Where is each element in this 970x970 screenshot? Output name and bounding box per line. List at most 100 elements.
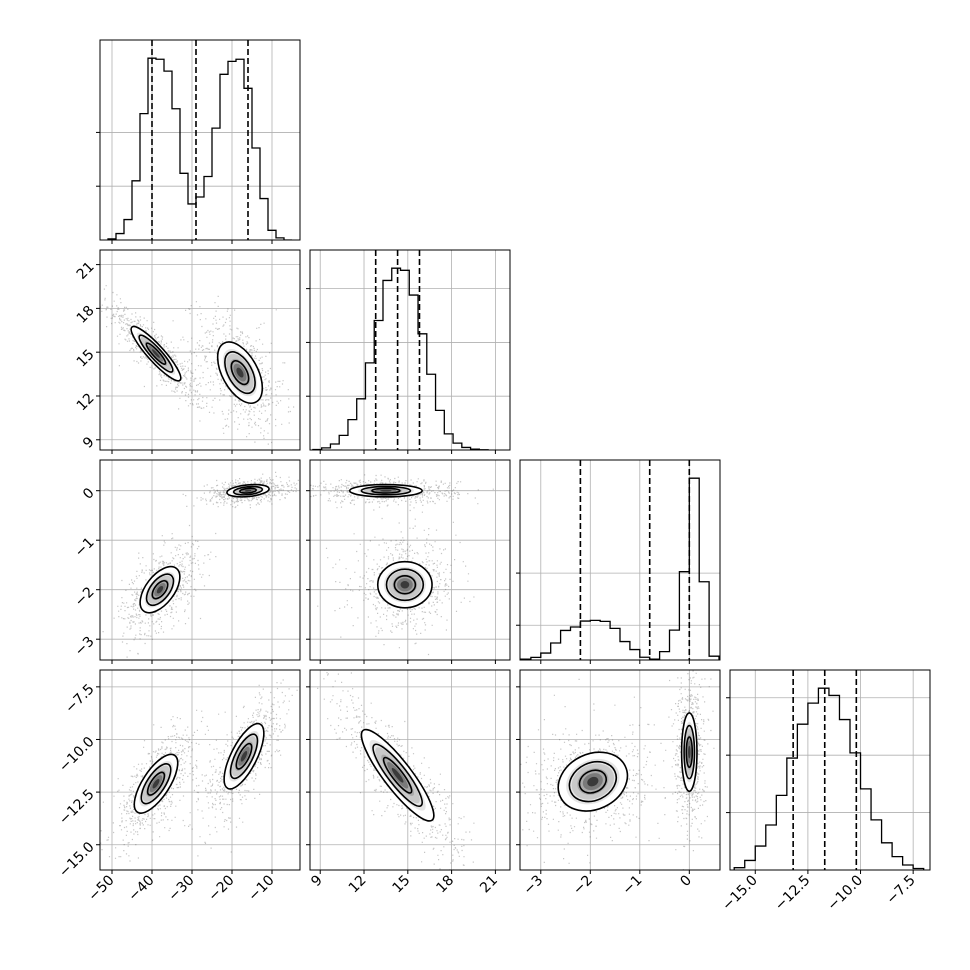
y-tick-label: −3 bbox=[72, 634, 98, 660]
x-tick-label: −30 bbox=[165, 872, 197, 904]
x-tick-label: 21 bbox=[477, 872, 501, 896]
contour-line bbox=[685, 736, 694, 769]
x-tick-label: −1 bbox=[620, 872, 646, 898]
scatter-points bbox=[100, 285, 295, 445]
scatter-cloud bbox=[100, 285, 295, 445]
contour-line bbox=[223, 722, 265, 790]
histogram-step-2 bbox=[520, 477, 720, 660]
x-tick-label: −10.0 bbox=[825, 872, 867, 914]
contour-line bbox=[360, 728, 435, 822]
contour-line bbox=[239, 487, 257, 494]
joint-frame bbox=[309, 669, 511, 871]
x-tick-label: −12.5 bbox=[772, 872, 814, 914]
x-tick-label: 18 bbox=[433, 872, 457, 896]
contour-line bbox=[235, 742, 253, 770]
contour-line bbox=[145, 573, 175, 607]
x-tick-label: −2 bbox=[570, 872, 596, 898]
y-tick-label: −1 bbox=[72, 535, 98, 561]
contour-line bbox=[393, 575, 417, 595]
x-tick-label: 0 bbox=[677, 872, 695, 890]
y-tick-label: 15 bbox=[74, 347, 98, 371]
contour-line bbox=[360, 485, 412, 496]
scatter-cloud bbox=[310, 474, 494, 656]
y-tick-label: 0 bbox=[80, 485, 98, 503]
contour-line bbox=[133, 753, 179, 814]
x-tick-label: −7.5 bbox=[883, 872, 918, 907]
y-tick-label: 18 bbox=[74, 303, 98, 327]
density-fill bbox=[152, 778, 160, 789]
histogram-panel-1 bbox=[306, 249, 511, 454]
contour-line bbox=[230, 359, 250, 386]
joint-frame bbox=[99, 669, 301, 871]
contour-line bbox=[376, 560, 433, 609]
y-tick-label: 21 bbox=[74, 259, 98, 283]
density-fill bbox=[236, 367, 244, 378]
contour-line bbox=[226, 483, 270, 498]
density-fill bbox=[587, 776, 599, 787]
y-tick-label: −15.0 bbox=[56, 839, 98, 881]
histogram-panel-3: −15.0 −12.5 −10.0 −7.5 bbox=[719, 669, 931, 914]
joint-panel-2-3: −3 −2 −1 0 bbox=[516, 669, 721, 898]
scatter-points bbox=[102, 471, 300, 658]
joint-frame bbox=[99, 249, 301, 451]
contour-line bbox=[683, 724, 696, 780]
contour-line bbox=[557, 751, 629, 812]
contour-line bbox=[130, 325, 182, 382]
y-tick-label: −2 bbox=[72, 584, 98, 610]
x-tick-label: −3 bbox=[521, 872, 547, 898]
density-fill bbox=[240, 751, 248, 762]
contour-line bbox=[372, 743, 423, 808]
density-fill bbox=[688, 745, 691, 759]
scatter-points bbox=[310, 474, 494, 656]
scatter-cloud bbox=[100, 679, 298, 862]
scatter-cloud bbox=[102, 471, 300, 658]
y-tick-label: −12.5 bbox=[56, 786, 98, 828]
contour-line bbox=[138, 334, 174, 373]
contour-line bbox=[568, 760, 618, 803]
histogram-frame bbox=[99, 39, 301, 241]
histogram-panel-2 bbox=[516, 459, 721, 664]
density-fill bbox=[151, 349, 160, 359]
histogram-step-1 bbox=[312, 267, 489, 450]
contour-line bbox=[348, 483, 423, 498]
x-tick-label: 9 bbox=[308, 872, 326, 890]
contour-line bbox=[139, 565, 181, 614]
contour-line bbox=[224, 351, 256, 395]
density-fill bbox=[400, 581, 410, 589]
x-tick-label: −20 bbox=[205, 872, 237, 904]
contour-line bbox=[229, 733, 259, 780]
joint-panel-1-2 bbox=[306, 459, 511, 664]
y-tick-label: 12 bbox=[74, 390, 98, 414]
y-tick-label: −7.5 bbox=[62, 681, 97, 716]
x-tick-label: −15.0 bbox=[719, 872, 761, 914]
density-fill bbox=[391, 767, 404, 783]
density-fill bbox=[380, 489, 392, 492]
joint-panel-0-3: −50 −40 −30 −20 −10 −15.0 −12.5 −10.0 −7.5 bbox=[56, 669, 301, 905]
contour-line bbox=[140, 763, 172, 805]
x-tick-label: −10 bbox=[245, 872, 277, 904]
joint-frame bbox=[99, 459, 301, 661]
histogram-frame bbox=[729, 669, 931, 871]
scatter-points bbox=[100, 679, 298, 862]
density-fill bbox=[156, 585, 164, 594]
contour-line bbox=[371, 487, 401, 494]
x-tick-label: −50 bbox=[85, 872, 117, 904]
joint-frame bbox=[309, 459, 511, 661]
x-tick-label: 12 bbox=[346, 872, 370, 896]
y-tick-label: 9 bbox=[80, 434, 98, 452]
histogram-step-3 bbox=[733, 687, 925, 870]
histogram-frame bbox=[309, 249, 511, 451]
histogram-frame bbox=[519, 459, 721, 661]
histogram-panel-0 bbox=[96, 39, 301, 244]
contour-line bbox=[216, 341, 264, 404]
contour-line bbox=[385, 568, 425, 602]
contour-line bbox=[578, 769, 608, 794]
joint-panel-1-3: 9 12 15 18 21 bbox=[306, 669, 511, 896]
joint-panel-0-2: −3 −2 −1 0 bbox=[72, 459, 301, 664]
contour-line bbox=[145, 342, 167, 365]
x-tick-label: 15 bbox=[390, 872, 414, 896]
contour-line bbox=[382, 756, 413, 794]
joint-panel-0-1: 9 12 15 18 21 bbox=[74, 249, 301, 454]
contour-line bbox=[680, 712, 698, 793]
